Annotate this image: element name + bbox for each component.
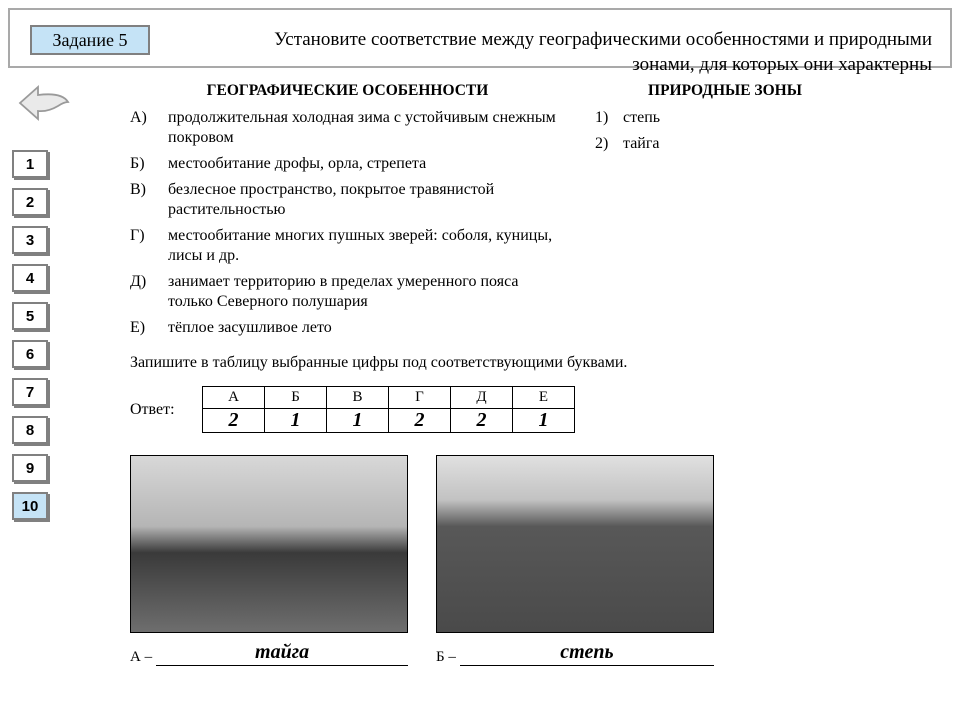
answer-table: А Б В Г Д Е 2 1 1 2 2 1 [202,386,575,433]
features-column: ГЕОГРАФИЧЕСКИЕ ОСОБЕННОСТИ А)продолжител… [130,82,565,344]
feature-item: Г)местообитание многих пушных зверей: со… [130,226,565,266]
nav-button-2[interactable]: 2 [12,188,48,216]
answer-cell: 2 [451,409,513,433]
nav-button-8[interactable]: 8 [12,416,48,444]
image-block-b: Б – степь [436,455,714,666]
image-caption-answer: тайга [156,641,408,666]
image-taiga [130,455,408,633]
question-nav: 1 2 3 4 5 6 7 8 9 10 [12,150,48,520]
image-caption-answer: степь [460,641,714,666]
answer-header: Г [389,387,451,409]
feature-item: Б)местообитание дрофы, орла, стрепета [130,154,565,174]
answer-cell: 1 [513,409,575,433]
nav-button-3[interactable]: 3 [12,226,48,254]
feature-item: Е)тёплое засушливое лето [130,318,565,338]
nav-button-4[interactable]: 4 [12,264,48,292]
answer-header: Д [451,387,513,409]
image-block-a: А – тайга [130,455,408,666]
zones-title: ПРИРОДНЫЕ ЗОНЫ [595,82,855,100]
nav-button-5[interactable]: 5 [12,302,48,330]
task-badge: Задание 5 [30,25,150,55]
answer-cell: 1 [327,409,389,433]
answer-cell: 2 [203,409,265,433]
image-caption-letter: Б – [436,649,456,666]
feature-item: А)продолжительная холодная зима с устойч… [130,108,565,148]
answer-header: В [327,387,389,409]
answer-cell: 2 [389,409,451,433]
image-caption-letter: А – [130,649,152,666]
feature-item: Д)занимает территорию в пределах умеренн… [130,272,565,312]
answer-header: Б [265,387,327,409]
nav-button-9[interactable]: 9 [12,454,48,482]
image-steppe [436,455,714,633]
zones-column: ПРИРОДНЫЕ ЗОНЫ 1)степь 2)тайга [595,82,855,344]
nav-button-10[interactable]: 10 [12,492,48,520]
task-instruction: Установите соответствие между географиче… [240,28,932,77]
answer-header: Е [513,387,575,409]
zone-item: 2)тайга [595,134,855,154]
zone-item: 1)степь [595,108,855,128]
images-row: А – тайга Б – степь [130,455,950,666]
answer-label: Ответ: [130,401,202,419]
answer-header: А [203,387,265,409]
instruction-text: Запишите в таблицу выбранные цифры под с… [130,354,950,372]
features-title: ГЕОГРАФИЧЕСКИЕ ОСОБЕННОСТИ [130,82,565,100]
answer-cell: 1 [265,409,327,433]
nav-button-6[interactable]: 6 [12,340,48,368]
feature-item: В)безлесное пространство, покрытое травя… [130,180,565,220]
nav-button-1[interactable]: 1 [12,150,48,178]
back-arrow-icon[interactable] [18,82,72,124]
nav-button-7[interactable]: 7 [12,378,48,406]
content-area: ГЕОГРАФИЧЕСКИЕ ОСОБЕННОСТИ А)продолжител… [130,82,950,666]
